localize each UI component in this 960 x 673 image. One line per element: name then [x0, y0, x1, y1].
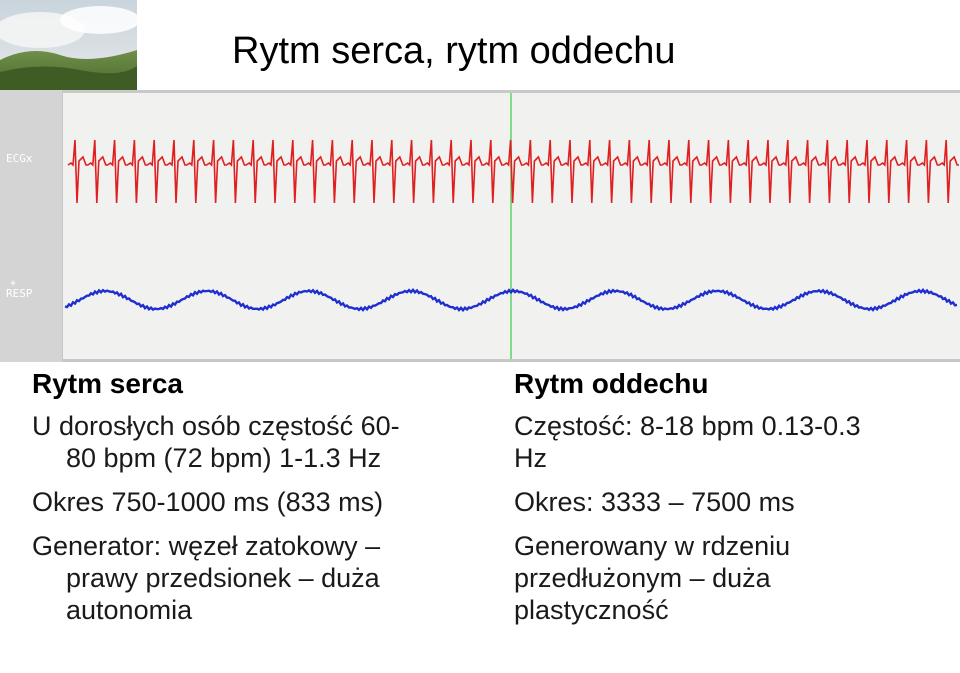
heart-period-text: Okres 750-1000 ms (833 ms) [32, 487, 384, 517]
slide-title: Rytm serca, rytm oddechu [232, 30, 676, 72]
heart-generator-text: Generator: węzeł zatokowy – prawy przedsi… [32, 531, 381, 625]
breathing-rate-text: Częstość: 8-18 bpm 0.13-0.3 Hz [514, 411, 861, 473]
heart-rate-text: U dorosłych osób częstość 60- 80 bpm (72 … [32, 411, 400, 473]
landscape-photo [0, 0, 137, 90]
signal-monitor: ECGx RESP + [0, 90, 960, 362]
respiration-waveform [64, 288, 958, 313]
svg-text:+: + [10, 278, 16, 289]
heart-rhythm-heading: Rytm serca [32, 368, 183, 399]
resp-channel-label: RESP [6, 287, 33, 300]
breathing-generator-text: Generowany w rdzeniu przedłużonym – duża p… [514, 531, 791, 625]
ecg-waveform [67, 139, 959, 204]
breathing-rhythm-column: Rytm oddechu Częstość: 8-18 bpm 0.13-0.3… [514, 368, 944, 638]
breathing-period-text: Okres: 3333 – 7500 ms [514, 487, 795, 517]
ecg-channel-label: ECGx [6, 152, 33, 165]
breathing-rhythm-heading: Rytm oddechu [514, 368, 709, 399]
heart-rhythm-column: Rytm serca U dorosłych osób częstość 60-… [32, 368, 472, 638]
